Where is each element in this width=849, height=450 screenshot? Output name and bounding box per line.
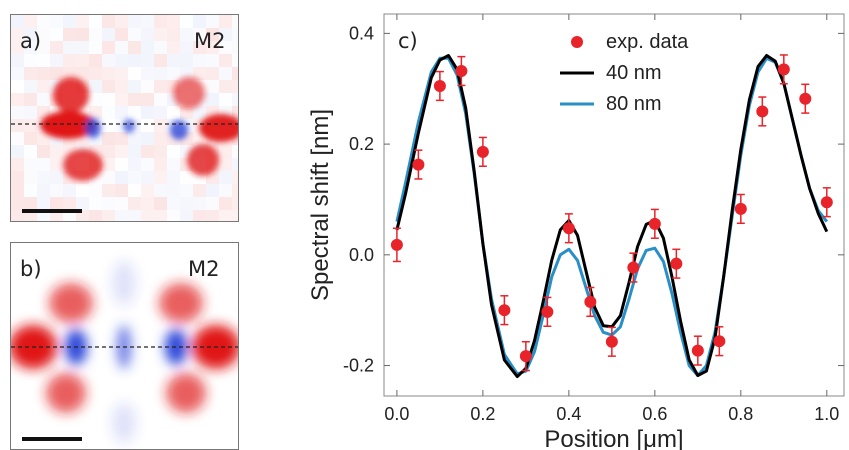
x-tick-label: 0.4 <box>556 404 581 424</box>
legend-marker-exp-data <box>571 36 583 48</box>
x-axis-label: Position [μm] <box>544 426 683 450</box>
panel-b-label: b) <box>20 257 42 281</box>
data-point <box>390 238 403 251</box>
panel-a-measured-map: a) M2 <box>10 14 239 222</box>
data-point <box>562 222 575 235</box>
y-tick-label: 0.0 <box>349 245 374 265</box>
data-point <box>691 344 704 357</box>
x-tick-label: 1.0 <box>814 404 839 424</box>
legend-label: 40 nm <box>606 62 662 84</box>
panel-b-simulated-map: b) M2 <box>10 242 239 450</box>
lobe-blue-3 <box>170 120 188 140</box>
lobe-blue-1 <box>85 118 101 138</box>
plot-frame <box>383 13 845 397</box>
data-point <box>519 350 532 363</box>
mode-field <box>40 77 238 181</box>
lobe-left-top <box>53 77 89 113</box>
data-point <box>777 63 790 76</box>
lobe-left-bottom <box>46 373 86 413</box>
x-tick-label: 0.8 <box>728 404 753 424</box>
data-point <box>820 196 833 209</box>
lobe-right-top <box>159 283 203 323</box>
panel-c-label: c) <box>398 29 418 53</box>
y-axis-label: Spectral shift [nm] <box>307 109 334 301</box>
data-point <box>627 261 640 274</box>
measured-mode-map <box>11 15 238 221</box>
lobe-right-bottom <box>187 144 219 176</box>
lobe-blue-2 <box>123 119 135 133</box>
lobe-right-center <box>199 114 238 142</box>
x-tick-label: 0.6 <box>642 404 667 424</box>
data-point <box>670 257 683 270</box>
y-tick-label: -0.2 <box>343 356 374 376</box>
legend-label: exp. data <box>606 31 689 53</box>
data-point <box>605 335 618 348</box>
y-tick-label: 0.2 <box>349 134 374 154</box>
lobe-left-center <box>40 111 96 139</box>
data-point <box>713 335 726 348</box>
data-point <box>541 305 554 318</box>
x-tick-label: 0.0 <box>384 404 409 424</box>
lobe-right-top <box>173 77 205 109</box>
data-point <box>648 217 661 230</box>
data-point <box>799 92 812 105</box>
series-line-40nm <box>395 54 829 379</box>
lobe-blue-bottom <box>112 403 136 443</box>
lobe-left-bottom <box>63 149 103 181</box>
panel-a-label: a) <box>20 29 42 53</box>
data-point <box>433 79 446 92</box>
lobe-blue-right <box>165 329 187 365</box>
data-point <box>734 202 747 215</box>
data-point <box>455 65 468 78</box>
y-tick-label: 0.4 <box>349 23 374 43</box>
lobe-blue-top <box>112 261 136 305</box>
lobe-left-top <box>49 283 93 323</box>
data-point <box>584 295 597 308</box>
simulated-mode-map <box>11 261 238 443</box>
data-point <box>498 304 511 317</box>
x-tick-label: 0.2 <box>470 404 495 424</box>
panel-b-mode-label: M2 <box>188 257 220 281</box>
panel-a-mode-label: M2 <box>194 29 226 53</box>
data-point <box>412 158 425 171</box>
legend-label: 80 nm <box>606 93 662 115</box>
lobe-right-bottom <box>166 373 206 413</box>
data-point <box>756 105 769 118</box>
data-point <box>476 145 489 158</box>
